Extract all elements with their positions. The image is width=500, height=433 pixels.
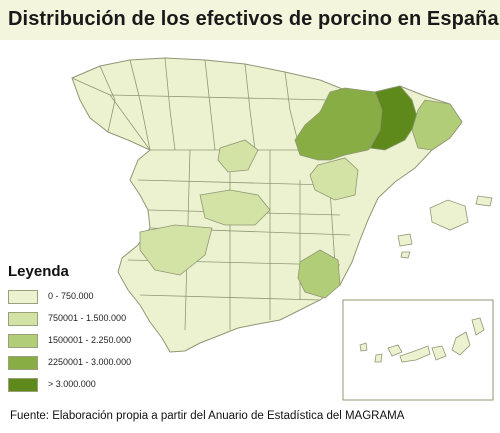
legend-swatch bbox=[8, 312, 38, 326]
island-formentera bbox=[400, 251, 411, 259]
source-note: Fuente: Elaboración propia a partir del … bbox=[10, 410, 405, 422]
province-murcia bbox=[297, 249, 341, 299]
legend-item: 1500001 - 2.250.000 bbox=[8, 334, 168, 350]
legend-label: 0 - 750.000 bbox=[48, 291, 94, 301]
island-mallorca bbox=[429, 199, 469, 231]
legend-item: 0 - 750.000 bbox=[8, 290, 168, 306]
legend-title: Leyenda bbox=[8, 263, 69, 280]
canary-islands-inset bbox=[342, 299, 494, 401]
province-toledo-area bbox=[199, 189, 271, 226]
title-band bbox=[0, 0, 500, 40]
legend-swatch bbox=[8, 356, 38, 370]
legend-label: > 3.000.000 bbox=[48, 379, 96, 389]
province-badajoz bbox=[139, 224, 213, 276]
map-title: Distribución de los efectivos de porcino… bbox=[8, 8, 499, 30]
legend-swatch bbox=[8, 334, 38, 348]
province-lleida bbox=[369, 85, 419, 151]
legend-swatch bbox=[8, 290, 38, 304]
island-ibiza bbox=[397, 233, 413, 247]
spain-map bbox=[71, 57, 494, 401]
legend-item: 2250001 - 3.000.000 bbox=[8, 356, 168, 372]
island-menorca bbox=[475, 195, 493, 207]
legend-item: 750001 - 1.500.000 bbox=[8, 312, 168, 328]
province-segovia bbox=[217, 139, 259, 173]
legend-label: 2250001 - 3.000.000 bbox=[48, 357, 132, 367]
province-teruel bbox=[309, 157, 359, 201]
legend-label: 1500001 - 2.250.000 bbox=[48, 335, 132, 345]
legend-swatch bbox=[8, 378, 38, 392]
legend-label: 750001 - 1.500.000 bbox=[48, 313, 127, 323]
legend-item: > 3.000.000 bbox=[8, 378, 168, 394]
province-girona bbox=[411, 99, 463, 151]
canary-islands bbox=[359, 317, 485, 363]
